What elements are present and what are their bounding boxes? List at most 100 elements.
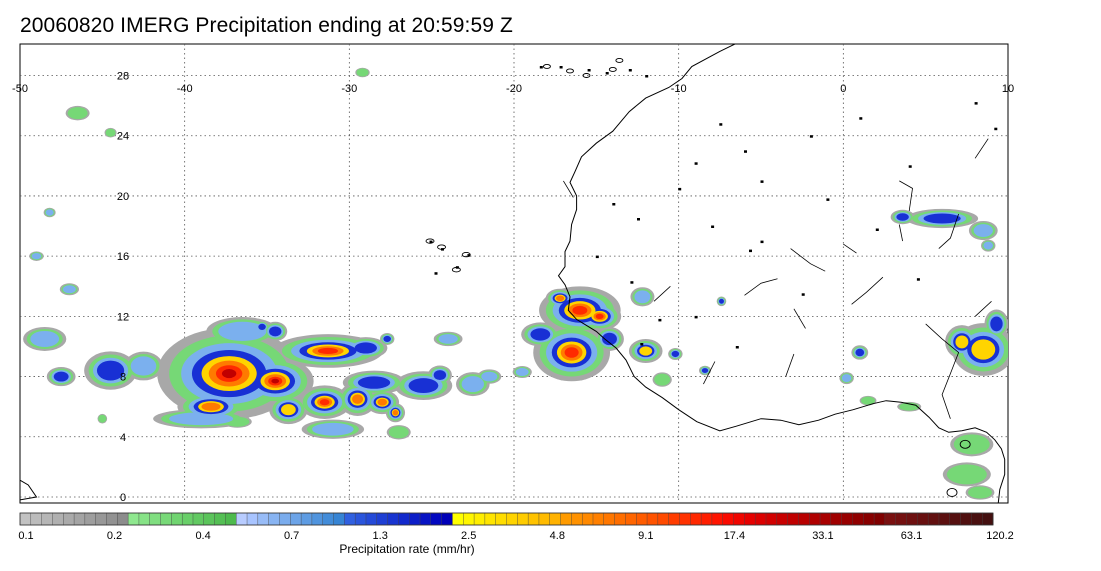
precip-cell (96, 360, 125, 381)
precip-cell (352, 394, 364, 404)
colorbar-swatch (960, 512, 972, 526)
precip-cell (595, 313, 604, 319)
colorbar-swatch (517, 512, 529, 526)
colorbar-tick-label: 33.1 (812, 530, 833, 542)
terrain-feature (645, 75, 649, 78)
colorbar-tick-label: 0.4 (195, 530, 210, 542)
colorbar-tick-label: 63.1 (901, 530, 922, 542)
colorbar-swatch (603, 512, 616, 526)
colorbar-swatch (949, 512, 962, 526)
island (425, 238, 435, 244)
colorbar-swatch (30, 512, 43, 526)
colorbar-swatch (668, 512, 680, 526)
colorbar-swatch (981, 512, 994, 526)
lon-tick-label: -10 (671, 83, 687, 95)
precip-cell (671, 350, 680, 358)
colorbar-swatch (527, 512, 540, 526)
colorbar-swatch (733, 512, 745, 526)
terrain-feature (974, 102, 978, 105)
precip-cell (63, 285, 76, 294)
terrain-feature (916, 278, 920, 281)
precip-cell (983, 241, 994, 250)
terrain-feature (539, 66, 543, 69)
colorbar-swatch (84, 512, 97, 526)
colorbar-swatch (722, 512, 735, 526)
precip-cell (271, 378, 280, 384)
lon-tick-label: 0 (840, 83, 846, 95)
precip-cell (923, 213, 961, 224)
terrain-feature (429, 240, 433, 244)
terrain-feature (587, 69, 591, 72)
colorbar-swatch (614, 512, 626, 526)
colorbar-swatch (560, 512, 572, 526)
colorbar-swatch (73, 512, 86, 526)
colorbar-tick-label: 4.8 (550, 530, 565, 542)
precip-cell (461, 376, 485, 393)
river (790, 248, 826, 272)
colorbar-tick-label: 0.2 (107, 530, 122, 542)
precip-cell (356, 68, 369, 77)
colorbar-swatch (841, 512, 853, 526)
colorbar-swatch (754, 512, 767, 526)
colorbar-tick-label: 0.1 (18, 530, 33, 542)
terrain-feature (605, 72, 609, 75)
river (899, 180, 913, 212)
colorbar-swatch (192, 512, 205, 526)
terrain-feature (749, 249, 752, 253)
colorbar-swatch (344, 512, 356, 526)
terrain-feature (559, 66, 563, 69)
colorbar-swatch (63, 512, 75, 526)
terrain-feature (612, 203, 616, 206)
colorbar-swatch (484, 512, 497, 526)
river (563, 180, 574, 198)
precip-cell (602, 332, 617, 346)
terrain-feature (760, 240, 764, 244)
colorbar-swatch (538, 512, 551, 526)
colorbar-swatch (798, 512, 810, 526)
colorbar-swatch (246, 512, 259, 526)
south-america-coast (20, 479, 38, 501)
river (653, 286, 671, 302)
colorbar-swatch (646, 512, 659, 526)
terrain-feature (875, 228, 879, 231)
colorbar-swatch (495, 512, 508, 526)
terrain-feature (809, 135, 813, 138)
precip-cell (258, 323, 266, 330)
precip-cell (377, 398, 388, 406)
lat-tick-label: 8 (120, 372, 126, 384)
colorbar-swatch (852, 512, 864, 526)
river (843, 243, 857, 254)
colorbar-swatch (117, 512, 129, 526)
colorbar-tick-label: 1.3 (373, 530, 388, 542)
precip-cell (269, 326, 282, 337)
precip-cell (572, 305, 588, 315)
precip-cell (530, 328, 551, 341)
terrain-feature (859, 117, 863, 120)
colorbar-swatch (419, 512, 432, 526)
colorbar-swatch (895, 512, 908, 526)
river (851, 276, 884, 305)
island (566, 68, 574, 74)
precip-cell (654, 373, 671, 386)
colorbar-swatch (863, 512, 875, 526)
lat-tick-label: 24 (117, 131, 129, 143)
colorbar-swatch (452, 512, 464, 526)
colorbar-swatch (149, 512, 162, 526)
colorbar-tick-label: 0.7 (284, 530, 299, 542)
precipitation-layer (23, 67, 1008, 500)
island (451, 267, 461, 273)
island (608, 67, 617, 72)
terrain-feature (994, 127, 998, 131)
colorbar-swatch (787, 512, 799, 526)
river (793, 308, 806, 329)
colorbar-swatch (300, 512, 313, 526)
colorbar-swatch (809, 512, 821, 526)
precip-cell (973, 224, 993, 237)
precip-cell (319, 399, 330, 406)
colorbar-swatch (776, 512, 789, 526)
precip-level-7 (221, 369, 280, 384)
colorbar-swatch (214, 512, 226, 526)
colorbar-swatch (463, 512, 475, 526)
colorbar-swatch (279, 512, 291, 526)
